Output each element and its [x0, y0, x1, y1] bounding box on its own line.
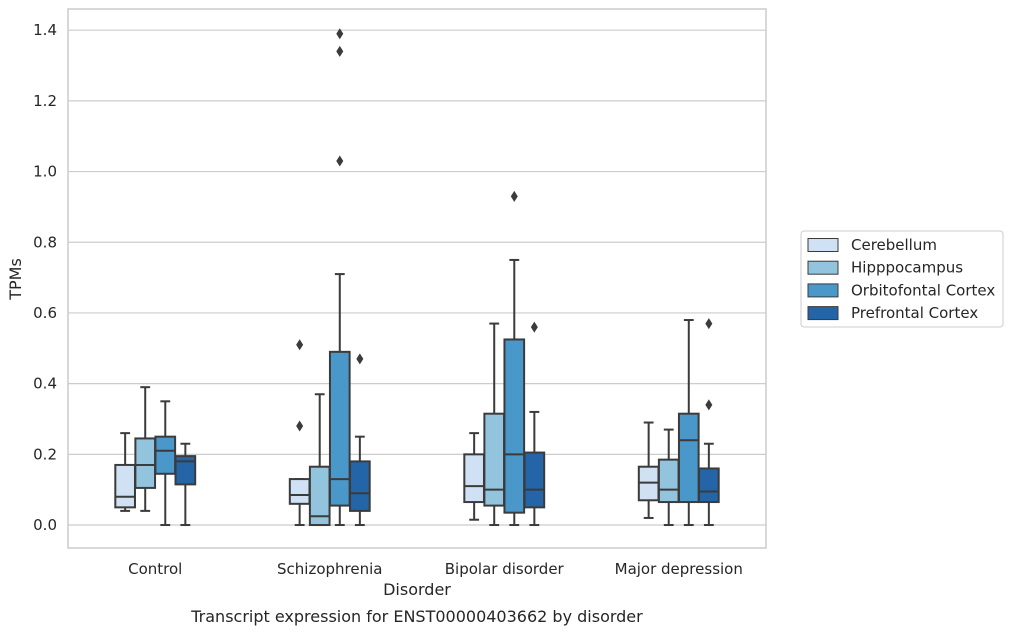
- box-orbitofontal-cortex-3: [503, 190, 526, 527]
- box-hipppocampus-1: [134, 386, 157, 512]
- chart-caption: Transcript expression for ENST0000040366…: [190, 607, 643, 626]
- plot-frame: [67, 8, 767, 549]
- y-tick-label: 1.0: [33, 163, 57, 181]
- outlier-point: [296, 420, 304, 432]
- box-iqr: [134, 437, 157, 489]
- box-cerebellum-1: [114, 432, 136, 512]
- outlier-point: [705, 399, 713, 411]
- box-iqr: [698, 467, 720, 504]
- grid-lines: [68, 29, 766, 526]
- box-iqr: [154, 435, 177, 475]
- y-tick-label: 0.6: [33, 304, 57, 322]
- box-orbitofontal-cortex-2: [328, 28, 351, 527]
- y-tick-label: 0.0: [33, 516, 57, 534]
- box-orbitofontal-cortex-4: [677, 319, 700, 527]
- y-tick-label: 1.4: [33, 21, 57, 39]
- outlier-point: [296, 339, 304, 351]
- legend-label: Prefrontal Cortex: [851, 304, 978, 322]
- outlier-point: [336, 45, 344, 57]
- x-tick-label: Major depression: [615, 560, 743, 578]
- y-tick-label: 0.8: [33, 233, 57, 251]
- legend-frame: [800, 230, 1004, 328]
- box-iqr: [657, 458, 680, 504]
- box-iqr: [328, 350, 351, 507]
- box-iqr: [523, 451, 546, 509]
- outlier-point: [530, 321, 538, 333]
- box-iqr: [114, 463, 136, 509]
- x-axis-label: Disorder: [383, 580, 451, 599]
- legend-swatch: [807, 283, 839, 298]
- box-prefrontal-cortex-3: [523, 321, 546, 527]
- box-iqr: [174, 455, 197, 486]
- y-tick-label: 0.4: [33, 375, 57, 393]
- box-groups: [114, 28, 720, 527]
- box-iqr: [677, 412, 700, 504]
- box-iqr: [503, 338, 526, 514]
- box-prefrontal-cortex-2: [349, 353, 371, 527]
- box-iqr: [288, 478, 311, 505]
- legend-swatch: [807, 260, 839, 275]
- outlier-point: [510, 190, 518, 202]
- box-cerebellum-2: [288, 339, 311, 527]
- x-tick-label: Schizophrenia: [277, 560, 382, 578]
- y-tick-label: 1.2: [33, 92, 57, 110]
- legend-swatch: [807, 238, 839, 252]
- x-tick-label: Bipolar disorder: [445, 560, 565, 578]
- box-iqr: [463, 453, 485, 504]
- x-tick-label: Control: [128, 560, 182, 578]
- box-cerebellum-3: [463, 432, 485, 521]
- box-prefrontal-cortex-4: [698, 318, 720, 527]
- box-iqr: [349, 460, 371, 512]
- box-iqr: [483, 412, 506, 507]
- x-tick-labels: Control Schizophrenia Bipolar disorder Majo…: [128, 560, 743, 578]
- legend-label: Cerebellum: [851, 236, 937, 254]
- outlier-point: [356, 353, 364, 365]
- box-hipppocampus-3: [483, 322, 506, 527]
- box-hipppocampus-2: [308, 393, 331, 527]
- box-hipppocampus-4: [657, 428, 680, 527]
- box-cerebellum-4: [637, 421, 660, 519]
- box-orbitofontal-cortex-1: [154, 400, 177, 527]
- outlier-point: [705, 318, 713, 330]
- legend: Cerebellum Hipppocampus Orbitofontal Corte…: [800, 230, 1004, 328]
- outlier-point: [336, 155, 344, 167]
- y-tick-label: 0.2: [33, 445, 57, 463]
- outlier-point: [336, 28, 344, 40]
- legend-label: Hipppocampus: [851, 259, 963, 277]
- y-tick-labels: 0.0 0.2 0.4 0.6 0.8 1.0 1.2 1.4: [33, 21, 57, 534]
- legend-label: Orbitofontal Cortex: [851, 281, 995, 299]
- legend-swatch: [807, 306, 839, 321]
- box-prefrontal-cortex-1: [174, 442, 197, 527]
- y-axis-label: TPMs: [6, 258, 25, 301]
